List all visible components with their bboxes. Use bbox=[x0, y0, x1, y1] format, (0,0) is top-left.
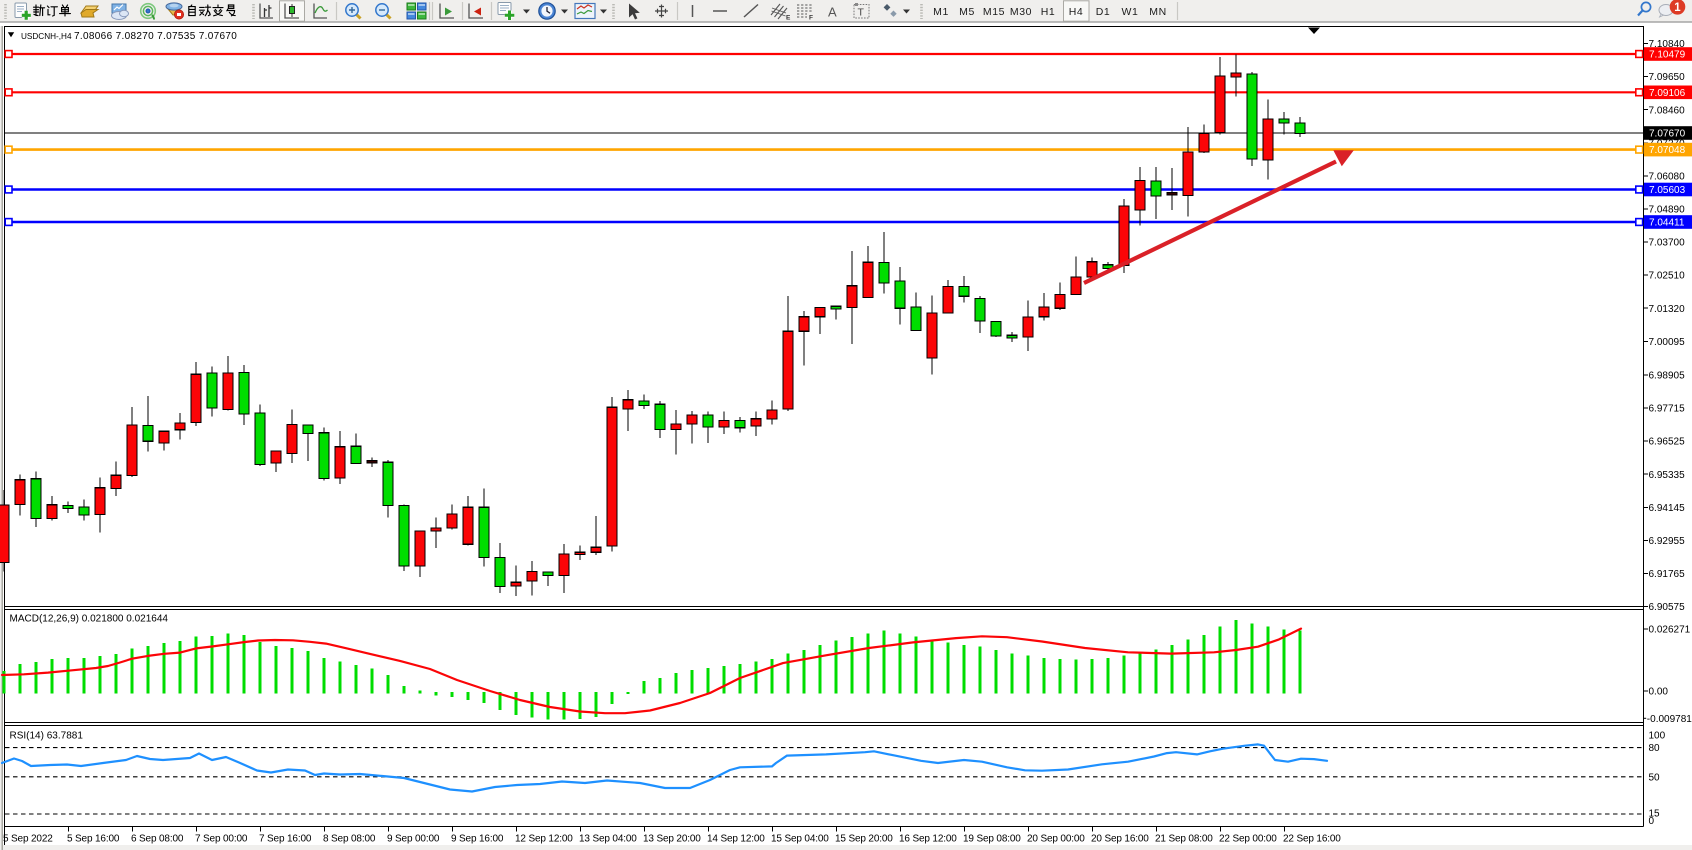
svg-text:7.05603: 7.05603 bbox=[1649, 185, 1686, 196]
svg-text:13 Sep 20:00: 13 Sep 20:00 bbox=[643, 834, 701, 845]
svg-text:9 Sep 00:00: 9 Sep 00:00 bbox=[387, 834, 440, 845]
svg-text:9 Sep 16:00: 9 Sep 16:00 bbox=[451, 834, 504, 845]
svg-text:T: T bbox=[858, 7, 865, 19]
svg-text:7.09106: 7.09106 bbox=[1649, 88, 1686, 99]
svg-text:6 Sep 08:00: 6 Sep 08:00 bbox=[131, 834, 184, 845]
svg-text:15 Sep 20:00: 15 Sep 20:00 bbox=[835, 834, 893, 845]
svg-text:15: 15 bbox=[1649, 808, 1661, 819]
svg-text:22 Sep 00:00: 22 Sep 00:00 bbox=[1219, 834, 1277, 845]
svg-text:50: 50 bbox=[1649, 772, 1661, 783]
svg-text:7.02510: 7.02510 bbox=[1649, 271, 1686, 282]
svg-text:19 Sep 08:00: 19 Sep 08:00 bbox=[963, 834, 1021, 845]
svg-text:6.94145: 6.94145 bbox=[1649, 503, 1686, 514]
svg-text:W1: W1 bbox=[1122, 6, 1139, 18]
svg-text:6.92955: 6.92955 bbox=[1649, 536, 1686, 547]
svg-text:5 Sep 2022: 5 Sep 2022 bbox=[3, 834, 53, 845]
svg-text:16 Sep 12:00: 16 Sep 12:00 bbox=[899, 834, 957, 845]
svg-text:13 Sep 04:00: 13 Sep 04:00 bbox=[579, 834, 637, 845]
svg-text:F: F bbox=[809, 15, 813, 22]
svg-text:0.00: 0.00 bbox=[1649, 687, 1669, 698]
svg-text:6.95335: 6.95335 bbox=[1649, 470, 1686, 481]
svg-text:A: A bbox=[828, 5, 837, 20]
svg-text:USDCNH-,H4: USDCNH-,H4 bbox=[21, 32, 72, 41]
svg-text:7.07048: 7.07048 bbox=[1649, 145, 1686, 156]
svg-text:RSI(14) 63.7881: RSI(14) 63.7881 bbox=[10, 731, 84, 742]
svg-text:20 Sep 16:00: 20 Sep 16:00 bbox=[1091, 834, 1149, 845]
svg-text:7.10840: 7.10840 bbox=[1649, 39, 1686, 50]
svg-text:8 Sep 08:00: 8 Sep 08:00 bbox=[323, 834, 376, 845]
svg-text:-0.009781: -0.009781 bbox=[1647, 714, 1692, 725]
svg-text:14 Sep 12:00: 14 Sep 12:00 bbox=[707, 834, 765, 845]
svg-text:22 Sep 16:00: 22 Sep 16:00 bbox=[1283, 834, 1341, 845]
svg-text:7.09650: 7.09650 bbox=[1649, 72, 1686, 83]
svg-text:100: 100 bbox=[1649, 731, 1666, 742]
svg-text:6.90575: 6.90575 bbox=[1649, 602, 1686, 613]
svg-text:12 Sep 12:00: 12 Sep 12:00 bbox=[515, 834, 573, 845]
svg-text:21 Sep 08:00: 21 Sep 08:00 bbox=[1155, 834, 1213, 845]
svg-text:15 Sep 04:00: 15 Sep 04:00 bbox=[771, 834, 829, 845]
svg-text:H1: H1 bbox=[1041, 6, 1056, 18]
svg-text:7.10479: 7.10479 bbox=[1649, 50, 1686, 61]
svg-text:5 Sep 16:00: 5 Sep 16:00 bbox=[67, 834, 120, 845]
svg-text:H4: H4 bbox=[1069, 6, 1084, 18]
svg-text:M30: M30 bbox=[1010, 6, 1032, 18]
svg-text:0: 0 bbox=[1649, 816, 1655, 827]
svg-text:7.04890: 7.04890 bbox=[1649, 205, 1686, 216]
svg-text:6.96525: 6.96525 bbox=[1649, 437, 1686, 448]
svg-text:80: 80 bbox=[1649, 743, 1661, 754]
svg-text:7.01320: 7.01320 bbox=[1649, 304, 1686, 315]
svg-text:7.03700: 7.03700 bbox=[1649, 238, 1686, 249]
svg-text:7.08460: 7.08460 bbox=[1649, 105, 1686, 116]
svg-text:7.07670: 7.07670 bbox=[1649, 129, 1686, 140]
svg-text:6.98905: 6.98905 bbox=[1649, 371, 1686, 382]
svg-text:0.026271: 0.026271 bbox=[1649, 625, 1691, 636]
svg-text:M1: M1 bbox=[933, 6, 949, 18]
svg-text:7.06080: 7.06080 bbox=[1649, 171, 1686, 182]
svg-text:7.00095: 7.00095 bbox=[1649, 337, 1686, 348]
svg-text:7.04411: 7.04411 bbox=[1649, 218, 1685, 229]
svg-text:E: E bbox=[786, 15, 791, 22]
svg-text:1: 1 bbox=[1674, 2, 1681, 14]
svg-text:M5: M5 bbox=[959, 6, 975, 18]
svg-text:MN: MN bbox=[1149, 6, 1167, 18]
svg-text:20 Sep 00:00: 20 Sep 00:00 bbox=[1027, 834, 1085, 845]
svg-text:7 Sep 16:00: 7 Sep 16:00 bbox=[259, 834, 312, 845]
svg-text:M15: M15 bbox=[983, 6, 1005, 18]
svg-text:MACD(12,26,9) 0.021800 0.02164: MACD(12,26,9) 0.021800 0.021644 bbox=[10, 614, 169, 625]
svg-text:D1: D1 bbox=[1096, 6, 1111, 18]
svg-text:6.97715: 6.97715 bbox=[1649, 404, 1686, 415]
svg-text:7 Sep 00:00: 7 Sep 00:00 bbox=[195, 834, 248, 845]
svg-text:7.08066 7.08270 7.07535 7.0767: 7.08066 7.08270 7.07535 7.07670 bbox=[74, 31, 237, 42]
svg-text:6.91765: 6.91765 bbox=[1649, 569, 1686, 580]
